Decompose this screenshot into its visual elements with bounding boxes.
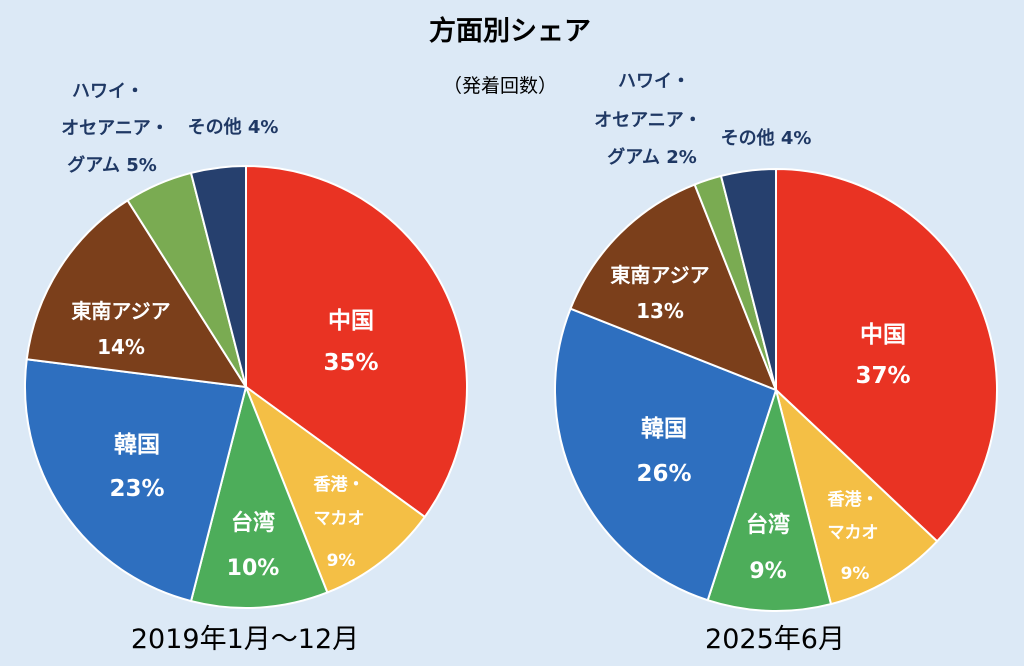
slice-name-korea: 韓国	[641, 415, 687, 442]
slice-name-hongkong-macau: マカオ	[314, 509, 365, 529]
slice-name-southeast-asia: 東南アジア	[71, 299, 170, 323]
slice-name-korea: 韓国	[114, 431, 160, 458]
slice-value-southeast-asia: 14%	[97, 335, 145, 359]
slice-value-southeast-asia: 13%	[636, 299, 684, 323]
slice-value-hongkong-macau: 9%	[327, 551, 356, 571]
pie-chart-2025: 中国 37% 香港・マカオ 9% 台湾 9% 韓国 26% 東南アジア 13% ハワイ・オセアニア・…	[554, 71, 998, 612]
pie-slice-other	[189, 164, 247, 388]
slice-value-hawaii-oceania-guam: 5%	[126, 155, 157, 176]
slice-name-hawaii-oceania-guam: グアム 2%	[607, 146, 697, 168]
slice-name-southeast-asia: 東南アジア	[610, 263, 709, 287]
pie-slice-taiwan	[706, 386, 833, 612]
slice-value-hawaii-oceania-guam: 2%	[666, 147, 697, 168]
pie-slice-taiwan	[189, 383, 329, 609]
period-label-2019: 2019年1月～12月	[131, 624, 359, 655]
pie-slice-china	[245, 164, 468, 519]
slice-name-taiwan: 台湾	[746, 512, 790, 538]
slice-value-korea: 26%	[636, 461, 691, 487]
slice-name-hongkong-macau: 香港・	[314, 474, 365, 495]
slice-name-hawaii-oceania-guam: ハワイ・	[72, 81, 144, 102]
slice-name-china: 中国	[328, 308, 374, 334]
slice-value-taiwan: 10%	[227, 556, 280, 581]
slice-name-hongkong-macau: マカオ	[828, 523, 879, 543]
slice-name-hawaii-oceania-guam: グアム 5%	[67, 154, 157, 176]
slice-value-hongkong-macau: 9%	[841, 564, 870, 584]
pie-slice-korea	[24, 358, 248, 603]
pie-chart-2019: 中国 35% 香港・マカオ 9% 台湾 10% 韓国 23% 東南アジア 14% ハワイ・オセアニア…	[24, 81, 468, 609]
pie-slice-southeast-asia	[569, 183, 778, 392]
slice-name-hawaii-oceania-guam: オセアニア・	[594, 110, 702, 131]
slice-value-korea: 23%	[109, 476, 164, 502]
period-label-2025: 2025年6月	[705, 624, 845, 655]
slice-name-other: その他 4%	[721, 127, 812, 149]
pie-slice-korea	[554, 307, 778, 602]
slice-name-china: 中国	[860, 322, 906, 348]
slice-name-other: その他 4%	[188, 116, 279, 138]
pie-slice-china	[775, 167, 998, 543]
slice-value-other: 4%	[248, 117, 279, 138]
pie-slice-hongkong-macau	[243, 384, 427, 594]
chart-subtitle: （発着回数）	[443, 75, 557, 97]
slice-value-other: 4%	[781, 128, 812, 149]
slice-value-taiwan: 9%	[749, 559, 786, 584]
pie-slice-hongkong-macau	[774, 386, 939, 606]
chart-title: 方面別シェア	[429, 15, 591, 47]
slice-value-china: 35%	[323, 350, 378, 376]
slice-name-hongkong-macau: 香港・	[828, 489, 879, 510]
slice-name-hawaii-oceania-guam: オセアニア・	[61, 118, 169, 139]
pie-slice-southeast-asia	[25, 199, 248, 389]
pie-slice-other	[719, 167, 777, 391]
slice-name-hawaii-oceania-guam: ハワイ・	[618, 71, 690, 92]
slice-value-china: 37%	[855, 363, 910, 389]
slice-name-taiwan: 台湾	[231, 510, 275, 536]
